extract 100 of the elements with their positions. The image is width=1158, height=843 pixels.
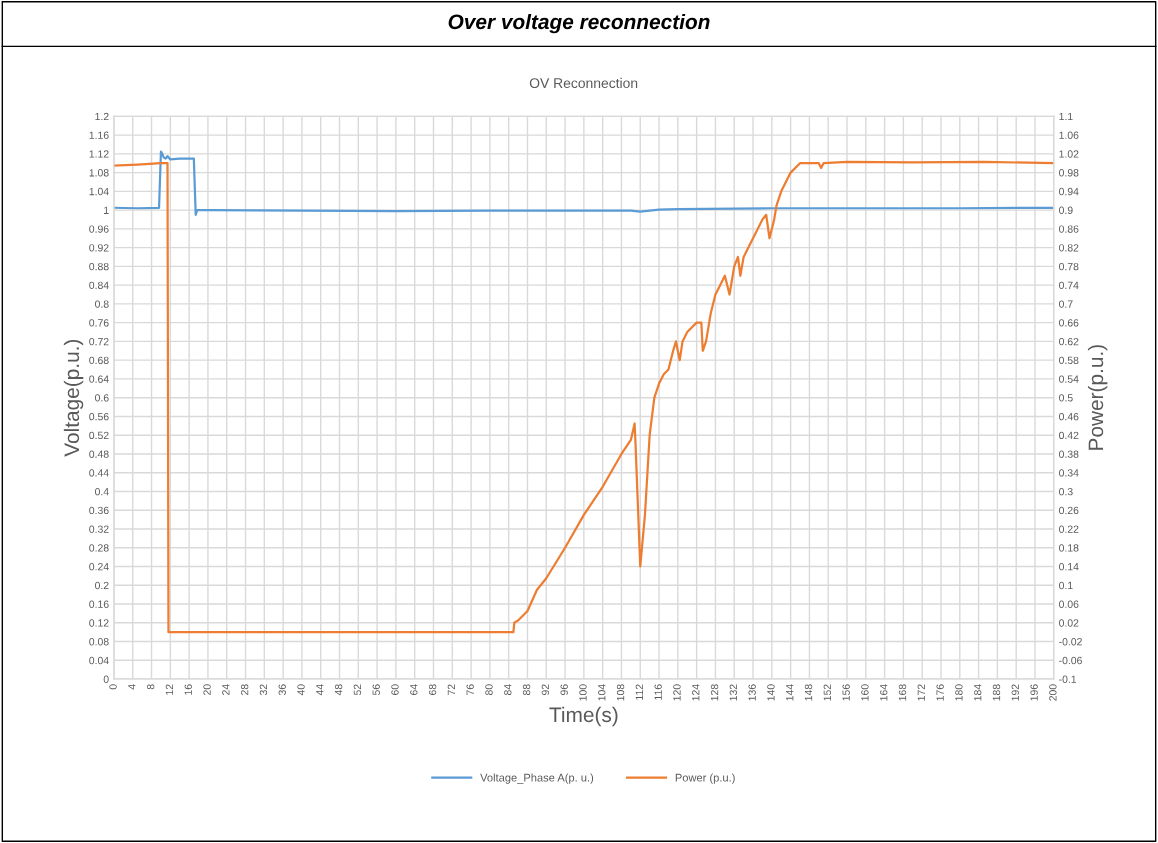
- y-tick-label: 0.92: [89, 244, 109, 252]
- y2-tick-label: 1.1: [1059, 112, 1073, 121]
- y-tick-label: 1.2: [95, 112, 109, 121]
- line-series: [113, 160, 1054, 634]
- y-tick-label: 0.24: [89, 563, 109, 571]
- x-tick-label: 108: [616, 684, 625, 701]
- y-tick-label: 0.56: [89, 412, 109, 421]
- x-tick-label: 8: [146, 684, 155, 690]
- y-tick-label: 0.36: [89, 506, 109, 515]
- x-tick-label: 52: [353, 684, 362, 696]
- y2-tick-label: 0.62: [1059, 337, 1079, 346]
- y-tick-label: 0.8: [95, 300, 109, 308]
- x-tick-label: 120: [673, 684, 681, 701]
- x-tick-label: 28: [240, 684, 249, 695]
- legend-label: Voltage_Phase A(p. u.): [480, 773, 594, 784]
- x-tick-label: 56: [372, 684, 380, 696]
- y2-axis-title: Power(p.u.): [1087, 345, 1108, 450]
- chart-title: Over voltage reconnection: [448, 13, 710, 34]
- x-tick-label: 32: [259, 684, 268, 696]
- y-tick-label: 0.04: [89, 656, 109, 665]
- x-tick-label: 80: [485, 684, 493, 696]
- line-series: [113, 150, 1054, 216]
- y-tick-label: 0.72: [89, 337, 109, 346]
- y-tick-label: 0.84: [89, 281, 109, 290]
- x-tick-label: 200: [1049, 684, 1057, 701]
- y-tick-label: 0.52: [89, 431, 109, 440]
- y2-tick-label: 1.06: [1059, 131, 1079, 139]
- y-tick-label: 0.12: [89, 619, 109, 627]
- x-tick-label: 64: [410, 684, 418, 695]
- x-tick-label: 20: [203, 684, 211, 695]
- y2-tick-label: -0.1: [1059, 675, 1077, 683]
- y-tick-label: 0.4: [95, 487, 109, 496]
- x-tick-label: 124: [692, 684, 700, 701]
- x-tick-label: 172: [917, 684, 925, 701]
- y2-tick-label: 0.78: [1059, 262, 1079, 271]
- y-tick-label: 1.08: [89, 169, 109, 177]
- x-tick-label: 48: [334, 684, 343, 696]
- x-tick-label: 72: [447, 684, 455, 695]
- x-tick-label: 148: [804, 684, 813, 701]
- x-tick-label: 92: [541, 684, 550, 695]
- y-tick-label: 0.96: [89, 225, 109, 233]
- y2-tick-label: -0.02: [1059, 638, 1082, 646]
- y2-tick-label: -0.06: [1059, 656, 1082, 665]
- y2-tick-label: 0.34: [1059, 469, 1079, 477]
- y-tick-label: 1.16: [89, 131, 109, 139]
- y-tick-label: 0.44: [89, 469, 109, 477]
- x-tick-label: 60: [391, 684, 399, 695]
- y-tick-label: 0.28: [89, 544, 109, 552]
- x-tick-label: 96: [560, 684, 568, 695]
- y2-tick-label: 0.3: [1059, 487, 1073, 496]
- x-tick-label: 104: [598, 684, 606, 701]
- y2-tick-label: 0.26: [1059, 506, 1079, 515]
- y2-tick-label: 0.66: [1059, 319, 1079, 327]
- y2-tick-label: 1.02: [1059, 150, 1079, 158]
- x-tick-label: 44: [316, 684, 324, 696]
- x-tick-label: 132: [729, 684, 738, 701]
- x-tick-label: 140: [767, 684, 775, 701]
- y-tick-label: 1.04: [89, 187, 109, 196]
- x-tick-label: 168: [898, 684, 907, 701]
- x-tick-label: 144: [786, 684, 794, 701]
- x-tick-label: 84: [504, 684, 512, 696]
- y2-tick-label: 0.7: [1059, 300, 1073, 308]
- x-tick-label: 192: [1011, 684, 1019, 701]
- y-tick-label: 0.64: [89, 375, 109, 383]
- y-tick-label: 0.2: [95, 581, 109, 590]
- x-tick-label: 4: [128, 684, 136, 690]
- y2-tick-label: 0.02: [1059, 619, 1079, 627]
- y2-tick-label: 0.38: [1059, 450, 1079, 458]
- y-tick-label: 1.12: [89, 150, 109, 158]
- y-tick-label: 0.16: [89, 600, 109, 608]
- y-tick-label: 1: [104, 206, 109, 214]
- x-tick-label: 40: [297, 684, 305, 696]
- x-tick-label: 128: [710, 684, 719, 701]
- x-tick-label: 76: [466, 684, 474, 695]
- x-tick-label: 188: [992, 684, 1001, 701]
- x-tick-label: 152: [823, 684, 832, 701]
- x-tick-label: 196: [1030, 684, 1038, 701]
- y-axis-title: Voltage(p.u.): [63, 339, 84, 457]
- y2-tick-label: 0.82: [1059, 244, 1079, 252]
- y2-tick-label: 0.46: [1059, 412, 1079, 421]
- x-tick-label: 156: [842, 684, 850, 701]
- y2-tick-label: 0.98: [1059, 169, 1079, 177]
- y-tick-label: 0.76: [89, 319, 109, 327]
- y-tick-label: 0.08: [89, 638, 109, 646]
- y2-tick-label: 0.9: [1059, 206, 1073, 214]
- y2-tick-label: 0.06: [1059, 600, 1079, 608]
- x-tick-label: 176: [936, 684, 944, 701]
- y2-tick-label: 0.14: [1059, 563, 1079, 571]
- y2-tick-label: 0.5: [1059, 394, 1073, 402]
- x-tick-label: 88: [522, 684, 531, 696]
- y2-tick-label: 0.54: [1059, 375, 1079, 383]
- x-tick-label: 116: [654, 684, 662, 700]
- y2-tick-label: 0.86: [1059, 225, 1079, 233]
- y2-tick-label: 0.1: [1059, 581, 1073, 590]
- x-tick-label: 112: [635, 684, 643, 700]
- x-tick-label: 136: [748, 684, 756, 701]
- y-tick-label: 0.68: [89, 356, 109, 365]
- y2-tick-label: 0.22: [1059, 525, 1079, 533]
- y-tick-label: 0: [103, 675, 109, 683]
- x-tick-label: 160: [861, 684, 869, 701]
